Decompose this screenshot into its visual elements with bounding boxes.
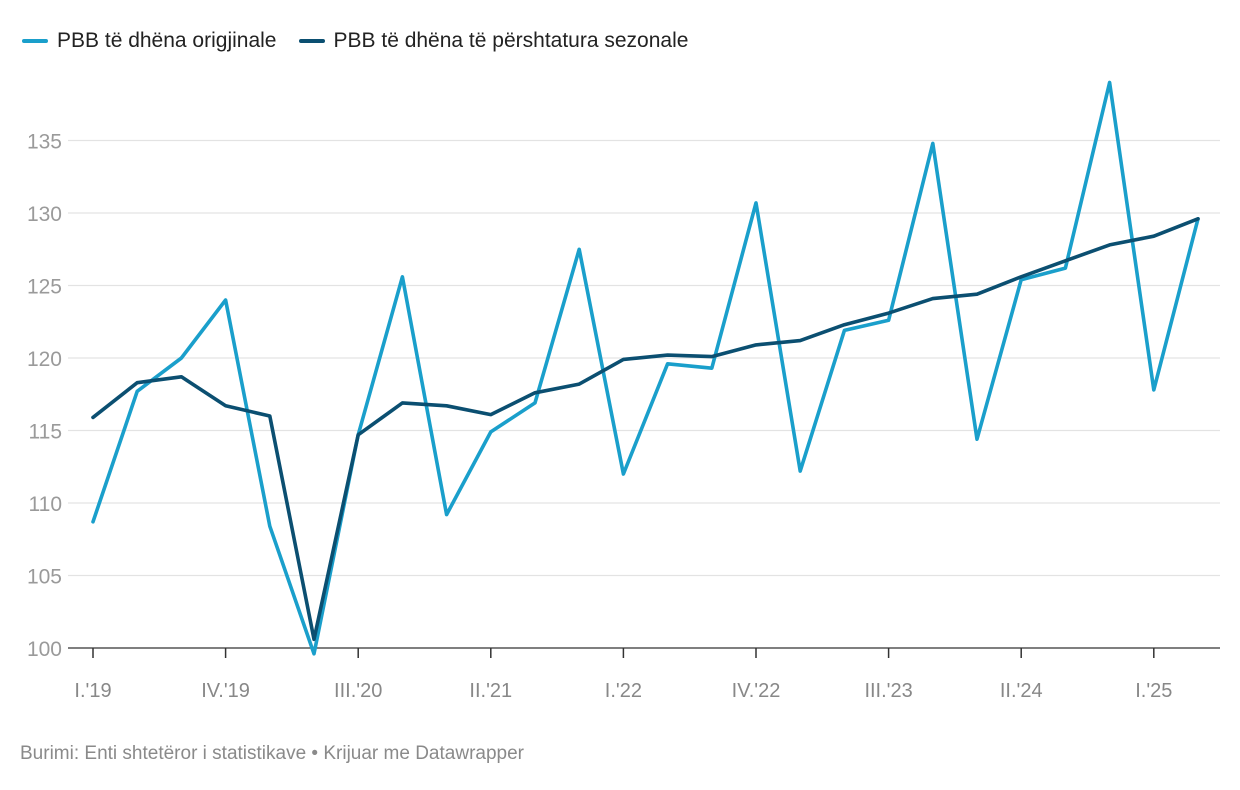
legend-item-original: PBB të dhëna origjinale (22, 29, 277, 53)
series-line-original (91, 80, 1200, 656)
legend-swatch-original (22, 39, 48, 43)
x-tick-label: IV.'22 (732, 680, 781, 702)
legend-label-seasonally-adjusted: PBB të dhëna të përshtatura sezonale (333, 29, 689, 52)
source-note: Burimi: Enti shtetëror i statistikave • … (20, 743, 524, 764)
x-axis: I.'19 IV.'19 III.'20 II.'21 I.'22 IV.'22 III.'… (74, 648, 1172, 702)
y-tick-label: 110 (29, 493, 62, 516)
legend-item-seasonally-adjusted: PBB të dhëna të përshtatura sezonale (298, 29, 689, 53)
x-tick-label: II.'24 (1000, 680, 1043, 702)
x-tick-label: I.'19 (74, 680, 111, 702)
legend-label-original: PBB të dhëna origjinale (57, 29, 277, 52)
x-tick-label: IV.'19 (201, 680, 250, 702)
x-tick-label: II.'21 (469, 680, 512, 702)
line-chart: 100 105 110 115 120 125 130 135 I.'19 IV.'19 III.… (27, 80, 1220, 702)
chart-legend: PBB të dhëna origjinale PBB të dhëna të … (22, 24, 710, 58)
x-tick-label: I.'22 (605, 680, 642, 702)
x-tick-label: III.'23 (864, 680, 912, 702)
y-tick-label: 135 (27, 131, 62, 154)
gridlines (68, 139, 1220, 649)
x-tick-label: III.'20 (334, 680, 382, 702)
x-tick-label: I.'25 (1135, 680, 1172, 702)
series-line-seasonally-adjusted (91, 217, 1200, 642)
y-tick-label: 115 (29, 421, 62, 444)
y-tick-label: 125 (27, 276, 62, 299)
y-tick-label: 100 (27, 638, 62, 661)
y-tick-label: 120 (27, 348, 62, 371)
y-tick-label: 130 (27, 203, 62, 226)
legend-swatch-seasonally-adjusted (298, 39, 325, 43)
y-axis: 100 105 110 115 120 125 130 135 (27, 131, 62, 662)
series-lines (91, 80, 1200, 656)
y-tick-label: 105 (27, 566, 62, 589)
